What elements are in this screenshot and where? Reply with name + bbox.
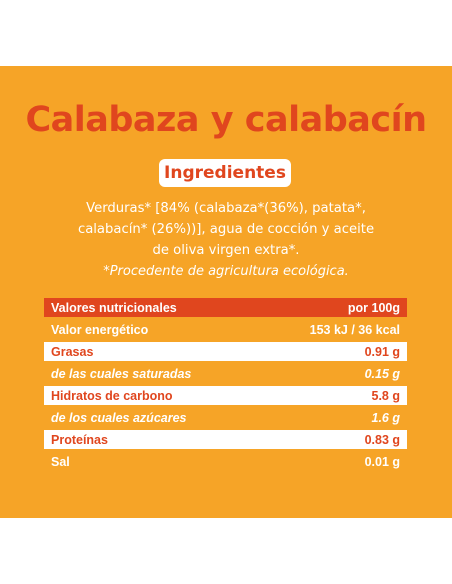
nutrition-label: de los cuales azúcares	[51, 410, 187, 425]
nutrition-row-protein: Proteínas 0.83 g	[44, 430, 407, 449]
nutrition-value: 0.83 g	[364, 432, 400, 447]
ingredients-line: Verduras* [84% (calabaza*(36%), patata*,	[86, 201, 366, 216]
nutrition-value: 0.15 g	[364, 366, 400, 381]
ingredients-heading-badge: Ingredientes	[159, 159, 291, 187]
ingredients-list: Verduras* [84% (calabaza*(36%), patata*,…	[30, 198, 422, 261]
ingredients-line: calabacín* (26%))], agua de cocción y ac…	[77, 222, 375, 237]
nutrition-label: Grasas	[51, 344, 94, 359]
nutrition-value: 5.8 g	[371, 388, 401, 403]
product-title: Calabaza y calabacín	[25, 100, 427, 140]
ingredients-heading: Ingredientes	[164, 163, 286, 183]
nutrition-row-energy: Valor energético 153 kJ / 36 kcal	[44, 320, 407, 339]
ingredients-line: de oliva virgen extra*.	[152, 243, 300, 258]
nutrition-label: Valor energético	[51, 322, 149, 337]
nutrition-label: Proteínas	[51, 432, 108, 447]
nutrition-row-salt: Sal 0.01 g	[44, 452, 407, 471]
product-panel: Calabaza y calabacín Ingredientes Verdur…	[0, 66, 452, 518]
nutrition-row-fat: Grasas 0.91 g	[44, 342, 407, 361]
nutrition-table: Valores nutricionales por 100g Valor ene…	[44, 298, 407, 474]
nutrition-value: 0.91 g	[364, 344, 400, 359]
organic-footnote: *Procedente de agricultura ecológica.	[103, 264, 349, 279]
nutrition-label: Sal	[51, 454, 70, 469]
nutrition-label: Hidratos de carbono	[51, 388, 173, 403]
nutrition-row-saturated: de las cuales saturadas 0.15 g	[44, 364, 407, 383]
nutrition-header-row: Valores nutricionales por 100g	[44, 298, 407, 317]
nutrition-header-label: Valores nutricionales	[51, 300, 177, 315]
nutrition-label: de las cuales saturadas	[51, 366, 192, 381]
nutrition-value: 1.6 g	[371, 410, 401, 425]
nutrition-row-carbs: Hidratos de carbono 5.8 g	[44, 386, 407, 405]
nutrition-value: 0.01 g	[364, 454, 400, 469]
nutrition-header-value: por 100g	[347, 300, 400, 315]
nutrition-row-sugars: de los cuales azúcares 1.6 g	[44, 408, 407, 427]
nutrition-value: 153 kJ / 36 kcal	[309, 322, 400, 337]
